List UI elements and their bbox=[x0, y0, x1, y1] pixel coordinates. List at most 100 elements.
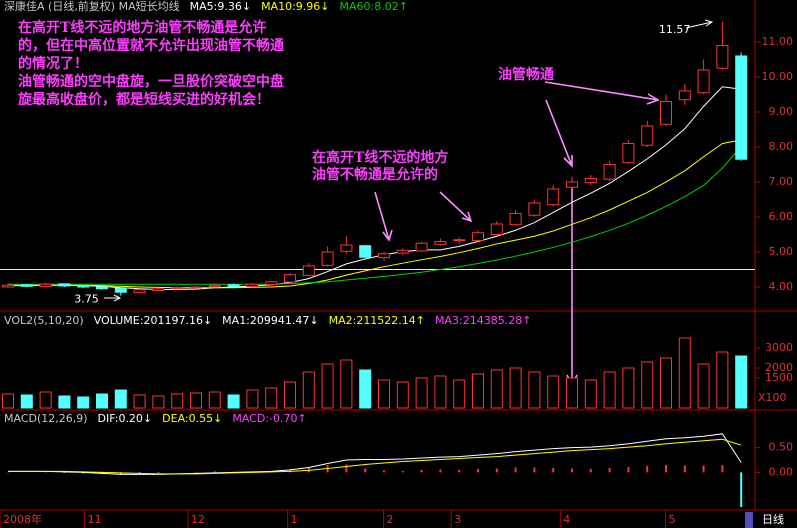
legend-item: MA3:214385.28↑ bbox=[435, 314, 531, 327]
candle-body bbox=[490, 223, 503, 235]
legend-item: VOL2(5,10,20) bbox=[4, 314, 84, 327]
annotation: 的，但在中高位置就不允许出现油管不畅通 bbox=[18, 37, 284, 54]
volume-bar bbox=[77, 396, 90, 409]
y-tick-label: 5.00 bbox=[769, 245, 794, 258]
ma-line bbox=[8, 145, 742, 285]
volume-bar bbox=[114, 389, 127, 409]
x-tick-label: 12 bbox=[191, 513, 205, 526]
y-tick-label: 9.00 bbox=[769, 105, 794, 118]
y-tick-label: 3000 bbox=[765, 341, 793, 354]
volume-bar bbox=[133, 394, 146, 409]
ma-line bbox=[8, 86, 742, 290]
y-tick-label: 11.00 bbox=[762, 35, 794, 48]
volume-bar bbox=[415, 377, 428, 409]
volume-bar bbox=[246, 389, 259, 409]
volume-bar bbox=[96, 393, 108, 409]
candle-body bbox=[321, 251, 334, 266]
low-arrow bbox=[104, 294, 122, 302]
scroll-marker bbox=[745, 512, 753, 528]
candle-body bbox=[171, 287, 184, 290]
candle-body bbox=[735, 55, 748, 160]
candle-body bbox=[190, 286, 202, 289]
legend-item: MA10:9.96↓ bbox=[261, 0, 329, 13]
legend-item: MA2:211522.14↑ bbox=[329, 314, 425, 327]
candle-body bbox=[453, 239, 466, 242]
candle-body bbox=[547, 188, 560, 206]
candle-body bbox=[509, 212, 522, 226]
high-label: 11.57 bbox=[659, 23, 691, 36]
candle-body bbox=[265, 281, 278, 286]
y-tick-label: 0.00 bbox=[769, 465, 794, 478]
candle-body bbox=[415, 242, 428, 252]
candle-body bbox=[2, 284, 14, 288]
ma-line bbox=[8, 139, 742, 289]
volume-bar bbox=[190, 392, 202, 409]
legend-item: MACD:-0.70↑ bbox=[232, 412, 306, 425]
volume-bar bbox=[453, 379, 466, 409]
candle-body bbox=[77, 285, 90, 288]
volume-bar bbox=[171, 393, 184, 409]
high-arrow bbox=[685, 19, 714, 29]
volume-bar bbox=[321, 363, 334, 409]
volume-bar bbox=[208, 391, 221, 409]
x-tick-label: 11 bbox=[88, 513, 102, 526]
candle-body bbox=[716, 44, 729, 69]
candle-body bbox=[58, 283, 71, 287]
volume-bar bbox=[152, 395, 165, 409]
volume-bar bbox=[434, 375, 447, 409]
candle-body bbox=[284, 274, 296, 283]
unit-label: X100 bbox=[758, 391, 787, 404]
candle-body bbox=[660, 100, 672, 125]
annotation: 旋最高收盘价，都是短线买进的好机会！ bbox=[17, 91, 270, 108]
volume-bar bbox=[716, 351, 729, 409]
volume-bar bbox=[472, 373, 484, 409]
volume-bar bbox=[622, 367, 635, 409]
candle-body bbox=[566, 181, 578, 188]
legend-item: VOLUME:201197.16↓ bbox=[94, 314, 212, 327]
candle-body bbox=[114, 287, 127, 293]
volume-bar bbox=[2, 393, 14, 409]
candle-body bbox=[528, 202, 541, 216]
x-tick-label: 5 bbox=[669, 513, 676, 526]
legend-item: MACD(12,26,9) bbox=[4, 412, 88, 425]
x-tick-label: 2 bbox=[387, 513, 394, 526]
candle-body bbox=[39, 283, 52, 288]
candle-body bbox=[359, 245, 372, 258]
candle-body bbox=[302, 265, 315, 276]
volume-bar bbox=[378, 379, 390, 409]
volume-bar bbox=[566, 377, 578, 409]
legend-item: DIF:0.20↓ bbox=[98, 412, 153, 425]
annotation: 油管畅通的空中盘旋，一旦股价突破空中盘 bbox=[18, 73, 284, 90]
annotation: 在高开T线不远的地方 bbox=[312, 149, 448, 166]
legend-item: MA5:9.36↓ bbox=[190, 0, 251, 13]
volume-bar bbox=[603, 371, 616, 409]
candle-body bbox=[378, 253, 390, 259]
candle-body bbox=[152, 288, 165, 291]
volume-bar bbox=[509, 367, 522, 409]
legend-item: 深康佳A (日线,前复权) MA短长均线 bbox=[4, 0, 180, 13]
volume-bar bbox=[641, 361, 654, 409]
annotation: 在高开T线不远的地方油管不畅通是允许 bbox=[18, 19, 266, 36]
period-label: 日线 bbox=[762, 512, 784, 526]
candle-body bbox=[697, 69, 710, 94]
candle-body bbox=[434, 240, 447, 245]
volume-bar bbox=[265, 387, 278, 409]
volume-bar bbox=[39, 391, 52, 409]
y-tick-label: 1500 bbox=[765, 371, 793, 384]
y-tick-label: 2000 bbox=[765, 361, 793, 374]
annotation: 的情况了！ bbox=[18, 55, 88, 72]
annotation: 油管不畅通是允许的 bbox=[312, 166, 438, 183]
volume-bar bbox=[678, 337, 691, 409]
volume-bar bbox=[396, 381, 409, 409]
macd-line bbox=[8, 433, 742, 475]
y-tick-label: 8.00 bbox=[769, 140, 794, 153]
volume-bar bbox=[490, 369, 503, 409]
volume-bar bbox=[528, 371, 541, 409]
volume-bar bbox=[697, 363, 710, 409]
candle-body bbox=[246, 283, 259, 288]
macd-line bbox=[8, 438, 742, 475]
x-tick-label: 2008年 bbox=[3, 512, 42, 526]
candle-body bbox=[584, 177, 597, 184]
